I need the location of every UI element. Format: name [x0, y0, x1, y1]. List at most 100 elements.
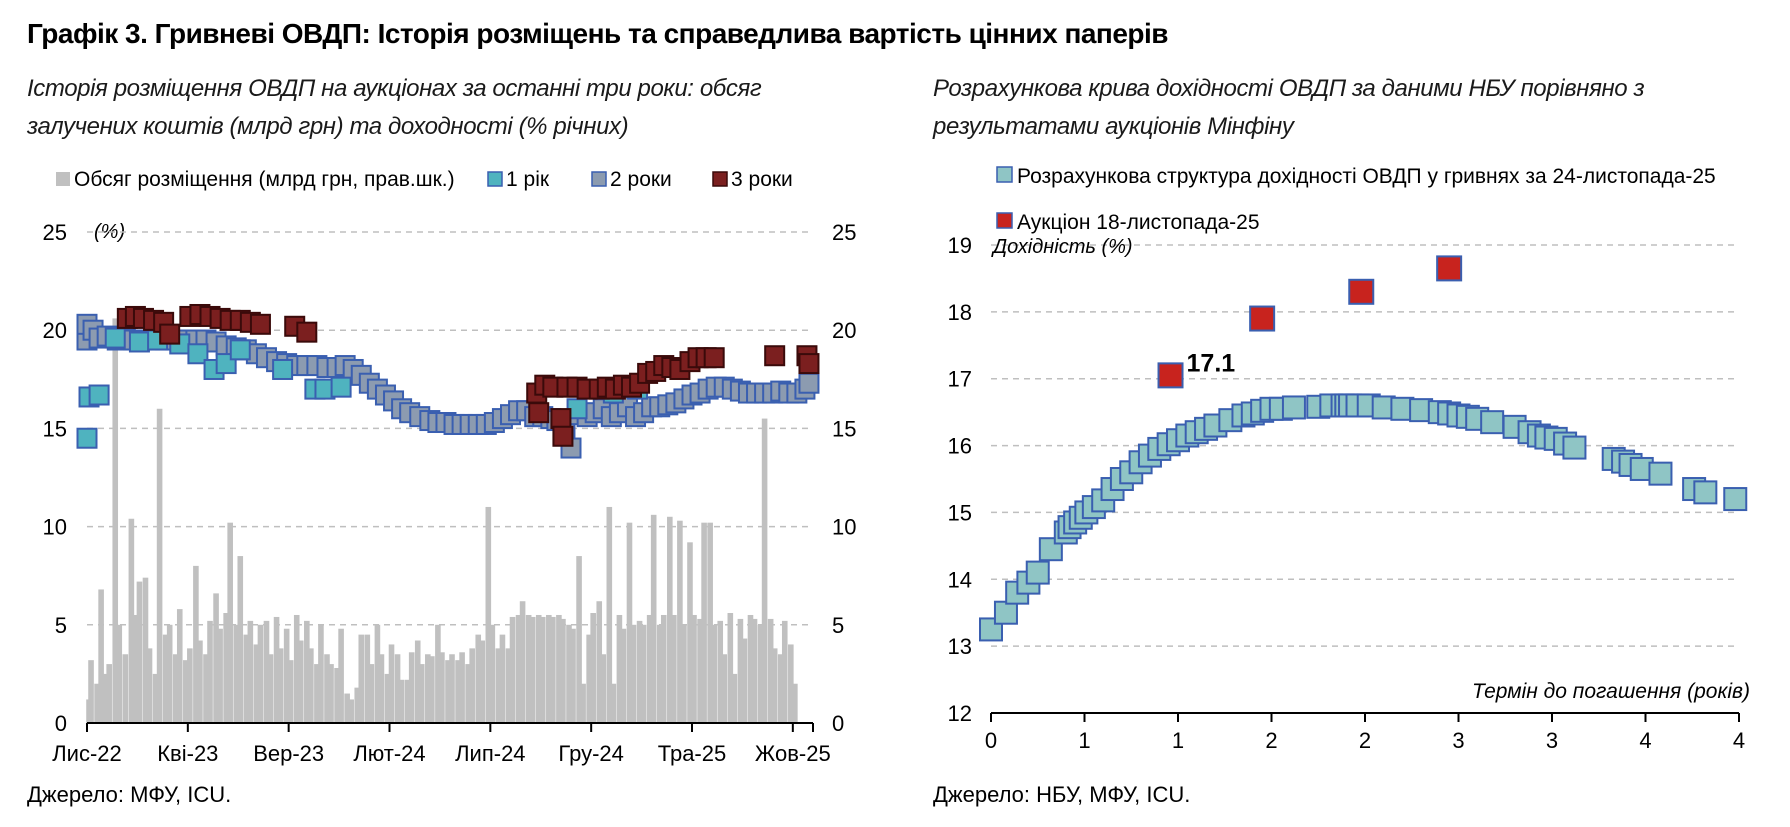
left-chart-source: Джерело: МФУ, ICU. [27, 782, 232, 807]
curve-point [1194, 416, 1219, 441]
volume-bar [287, 660, 294, 723]
volume-bar [338, 628, 344, 723]
curve-point [1427, 400, 1452, 425]
curve-point [1334, 393, 1359, 418]
curve-point [1281, 395, 1306, 420]
right-chart-subtitle: Розрахункова крива дохідності ОВДП за да… [933, 75, 1645, 140]
curve-point [1306, 394, 1331, 419]
volume-bar [560, 618, 566, 723]
curve-point [1074, 500, 1099, 525]
curve-point [1081, 495, 1106, 520]
x-tick-label: 4 [1639, 728, 1651, 753]
curve-point [1455, 404, 1480, 429]
volume-bar [737, 618, 744, 723]
volume-bar [364, 634, 371, 723]
curve-point [1166, 428, 1190, 453]
volume-bar [237, 556, 244, 723]
curve-point [1465, 406, 1490, 431]
volume-bar [721, 654, 728, 723]
volume-bar [172, 654, 179, 723]
curve-point [1553, 431, 1578, 456]
volume-bar [318, 624, 324, 723]
volume-bar [646, 614, 653, 723]
volume-bar [439, 652, 445, 723]
marker-3y [764, 345, 786, 367]
volume-bar [525, 614, 532, 723]
volume-bar [687, 542, 693, 723]
right-chart-legend: Розрахункова структура дохідності ОВДП у… [996, 165, 1716, 234]
marker-1y [128, 331, 150, 353]
left-chart-axes: 0 0 5 5 10 10 15 15 20 20 25 25 Лис-22 Кві-23 Вер-23 Лю… [43, 220, 857, 766]
volume-bar [429, 656, 435, 723]
y-left-tick-label: 0 [55, 711, 67, 736]
curve-point [1543, 426, 1568, 451]
volume-bar [116, 624, 123, 723]
volume-bar [88, 660, 94, 723]
volume-bar [556, 614, 562, 723]
volume-bar [283, 628, 290, 723]
volume-bar [445, 660, 451, 723]
volume-bar [550, 616, 556, 723]
y-right-tick-label: 25 [832, 220, 856, 245]
curve-point [1175, 423, 1200, 448]
y-right-tick-label: 20 [832, 318, 856, 343]
volume-bar [620, 628, 627, 723]
yield-markers [76, 303, 820, 459]
volume-bar [183, 660, 189, 723]
curve-point [1137, 443, 1162, 468]
volume-bar [162, 634, 169, 723]
volume-bar [334, 668, 340, 723]
curve-point [1068, 505, 1093, 530]
volume-bar [257, 624, 264, 723]
volume-bar [132, 614, 139, 723]
volume-bar [408, 652, 415, 723]
volume-bar [449, 654, 455, 723]
volume-bar [267, 654, 274, 723]
volume-bar [106, 664, 112, 723]
legend-3y-label: 3 роки [731, 168, 793, 191]
x-tick-label: 1 [1078, 728, 1090, 753]
volume-bar [293, 614, 300, 723]
marker-2y [798, 372, 820, 394]
volume-bar [677, 520, 683, 723]
curve-point [1534, 425, 1559, 450]
volume-bar [358, 634, 365, 723]
curve-point [1218, 408, 1243, 433]
volume-bar [546, 614, 552, 723]
volume-bar [459, 652, 465, 723]
volume-bar [566, 624, 572, 723]
volume-bar [166, 624, 173, 723]
left-chart: Обсяг розміщення (млрд грн, прав.шк.) 1 … [43, 168, 857, 766]
volume-bar [277, 648, 284, 723]
volume-bar [469, 648, 475, 723]
curve-point [1109, 467, 1134, 491]
volume-bar [233, 624, 240, 723]
legend-1y-label: 1 рік [506, 168, 550, 191]
curve-point [1250, 398, 1275, 423]
x-tick-label: Лют-24 [353, 741, 425, 766]
volume-bar [122, 654, 129, 723]
volume-bar [777, 654, 784, 723]
marker-3y [528, 402, 550, 424]
curve-point [1091, 488, 1116, 513]
volume-bar [94, 683, 100, 723]
right-chart-source: Джерело: НБУ, МФУ, ICU. [933, 782, 1191, 807]
curve-point [1601, 446, 1626, 471]
volume-bar [580, 683, 586, 723]
volume-bar [455, 660, 461, 723]
volume-bar [539, 616, 546, 723]
curve-markers: 17.1 [979, 255, 1748, 642]
volume-bar [146, 648, 153, 723]
y-right-tick-label: 10 [832, 515, 856, 540]
volume-bar [354, 687, 361, 723]
volume-bar [243, 634, 250, 723]
x-axis-label: Термін до погашення (років) [1472, 680, 1750, 703]
volume-bar [388, 644, 395, 723]
volume-bar [176, 609, 183, 723]
volume-bar [207, 620, 213, 723]
volume-bar [394, 654, 401, 723]
curve-point [1629, 456, 1654, 481]
curve-point [1330, 393, 1355, 418]
marker-3y [552, 425, 574, 447]
